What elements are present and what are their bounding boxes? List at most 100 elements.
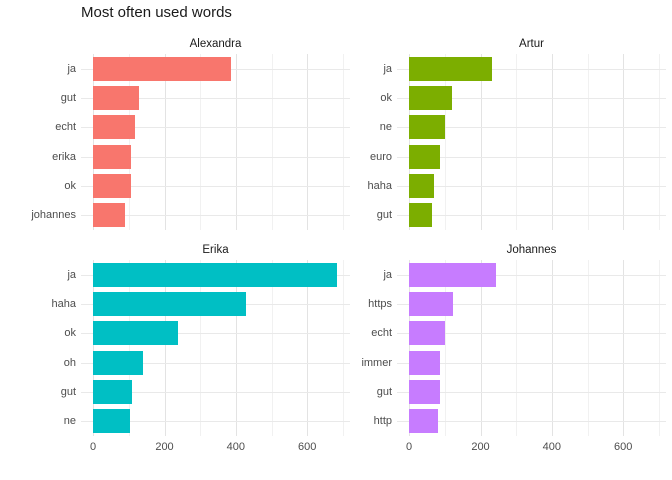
gridline-y: [397, 186, 666, 187]
gridline-x-minor: [342, 260, 344, 436]
y-axis-label-oh: oh: [63, 356, 76, 369]
y-axis-label-gut: gut: [60, 386, 76, 398]
gridline-x-major: [235, 260, 237, 436]
gridline-x-minor: [200, 260, 202, 436]
y-axis-label-ja: ja: [383, 268, 392, 281]
x-axis-tick-label: 400: [542, 441, 561, 453]
y-axis-label-gut: gut: [376, 386, 392, 398]
x-axis-tick-label: 600: [614, 441, 633, 453]
y-axis-label-ja: ja: [67, 62, 76, 75]
bar-erika-oh: [93, 350, 143, 375]
gridline-y: [397, 215, 666, 217]
y-axis-label-erika: erika: [52, 150, 76, 163]
gridline-x-minor: [516, 260, 518, 436]
bar-artur-gut: [409, 203, 432, 228]
gridline-x-minor: [128, 54, 130, 230]
gridline-x-major: [551, 260, 553, 436]
bar-artur-euro: [409, 144, 441, 169]
bar-johannes-https: [409, 292, 454, 316]
y-axis-label-echt: echt: [371, 327, 392, 340]
gridline-y: [397, 68, 666, 70]
y-axis-label-ok: ok: [380, 92, 392, 104]
y-axis-label-ok: ok: [64, 327, 76, 340]
facet-strip-label-alexandra: Alexandra: [189, 38, 242, 50]
gridline-x-minor: [587, 54, 589, 230]
bar-erika-ne: [93, 409, 130, 434]
gridline-x-minor: [444, 260, 446, 436]
y-axis-label-ne: ne: [379, 121, 392, 134]
facet-strip-label-johannes: Johannes: [506, 244, 557, 256]
gridline-x-minor: [516, 54, 518, 230]
bar-alexandra-ja: [93, 56, 231, 81]
gridline-x-major: [235, 54, 237, 230]
gridline-x-major: [164, 54, 166, 230]
gridline-y: [397, 98, 666, 99]
y-axis-label-euro: euro: [369, 150, 392, 163]
bar-johannes-ja: [409, 262, 497, 287]
bar-erika-haha: [93, 292, 246, 316]
bar-erika-gut: [93, 380, 132, 404]
gridline-x-minor: [200, 54, 202, 230]
bar-alexandra-johannes: [93, 203, 126, 228]
gridline-y: [397, 304, 666, 305]
bar-artur-haha: [409, 174, 435, 198]
y-axis-label-echt: echt: [55, 121, 76, 134]
gridline-x-major: [480, 260, 482, 436]
gridline-x-minor: [658, 54, 660, 230]
gridline-y: [81, 127, 350, 129]
bar-johannes-gut: [409, 380, 441, 404]
bar-artur-ok: [409, 86, 452, 110]
gridline-x-minor: [271, 260, 273, 436]
gridline-y: [397, 392, 666, 393]
bar-johannes-http: [409, 409, 438, 434]
gridline-y: [81, 186, 350, 187]
gridline-y: [397, 127, 666, 129]
facet-alexandra: Alexandra ja gut echt erika ok johannes: [31, 38, 350, 230]
y-axis-label-ja: ja: [383, 62, 392, 75]
gridline-x-major: [551, 54, 553, 230]
y-axis-label-ja: ja: [67, 268, 76, 281]
y-axis-label-gut: gut: [60, 92, 76, 104]
facet-erika: Erika ja haha ok oh gut ne 0 200 400 600: [52, 244, 350, 453]
bar-alexandra-erika: [93, 144, 131, 169]
gridline-x-major: [164, 260, 166, 436]
gridline-y: [397, 274, 666, 276]
y-axis-label-ok: ok: [64, 180, 76, 192]
y-axis-label-http: http: [373, 415, 392, 428]
bar-erika-ja: [93, 262, 338, 287]
gridline-y: [397, 362, 666, 364]
bar-alexandra-echt: [93, 115, 135, 140]
bar-alexandra-gut: [93, 86, 140, 110]
gridline-x-major: [409, 54, 411, 230]
x-axis-tick-label: 0: [406, 441, 413, 453]
gridline-y: [397, 421, 666, 423]
plot-title: Most often used words: [81, 4, 232, 21]
y-axis-label-haha: haha: [51, 298, 76, 310]
y-axis-label-johannes: johannes: [31, 209, 76, 222]
facet-artur: Artur ja ok ne euro haha gut: [368, 38, 666, 230]
gridline-y: [81, 98, 350, 99]
y-axis-label-ne: ne: [63, 415, 76, 428]
gridline-x-minor: [587, 260, 589, 436]
gridline-y: [81, 392, 350, 393]
y-axis-label-haha: haha: [367, 180, 392, 192]
gridline-x-major: [93, 260, 95, 436]
bar-johannes-immer: [409, 350, 441, 375]
gridline-x-major: [307, 260, 309, 436]
gridline-y: [81, 156, 350, 158]
gridline-x-major: [409, 260, 411, 436]
gridline-x-major: [623, 260, 625, 436]
bar-artur-ne: [409, 115, 445, 140]
gridline-x-minor: [271, 54, 273, 230]
facet-strip-label-artur: Artur: [519, 38, 544, 50]
gridline-x-minor: [444, 54, 446, 230]
x-axis-tick-label: 0: [90, 441, 97, 453]
bar-johannes-echt: [409, 321, 446, 346]
bar-erika-ok: [93, 321, 178, 346]
gridline-y: [397, 156, 666, 158]
y-axis-label-gut: gut: [376, 209, 392, 222]
gridline-y: [397, 333, 666, 335]
facet-strip-label-erika: Erika: [202, 244, 229, 256]
gridline-y: [81, 362, 350, 364]
